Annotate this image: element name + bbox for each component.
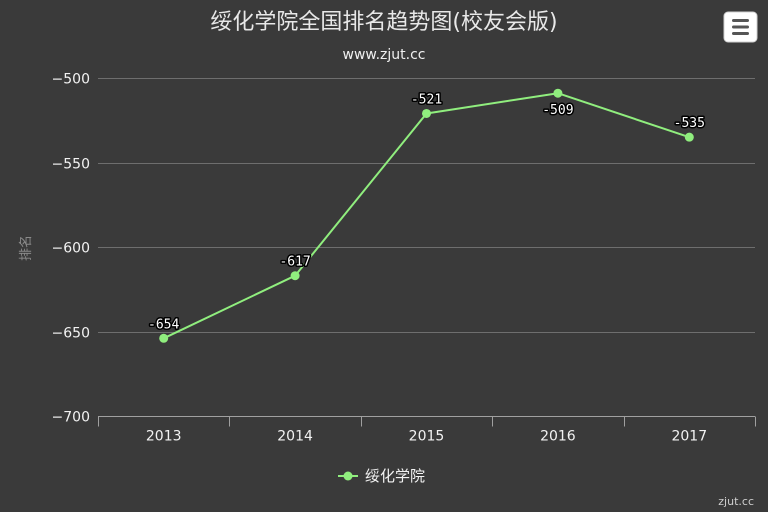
legend-marker-symbol: [343, 471, 353, 481]
legend-item[interactable]: 绥化学院: [338, 467, 425, 485]
y-tick-label: −550: [52, 157, 90, 173]
x-tick-label: 2015: [409, 429, 445, 445]
chart-title: 绥化学院全国排名趋势图(校友会版): [210, 10, 557, 35]
x-tick-label: 2016: [540, 429, 576, 445]
x-axis: 2013 2014 2015 2016 2017: [98, 416, 756, 445]
x-tick-label: 2017: [671, 429, 707, 445]
data-label: -654: [148, 317, 179, 332]
x-tick-label: 2013: [146, 429, 182, 445]
data-label: -617: [279, 255, 310, 270]
legend-label: 绥化学院: [365, 467, 425, 485]
data-point[interactable]: [684, 132, 694, 142]
y-tick-label: −650: [52, 326, 90, 342]
data-labels: -654 -617 -521 -509 -535: [147, 91, 707, 334]
data-label: -509: [542, 103, 573, 118]
y-axis-title: 排名: [18, 235, 34, 261]
x-tick-label: 2014: [277, 429, 313, 445]
data-point[interactable]: [422, 108, 431, 118]
y-tick-label: −500: [52, 72, 90, 88]
chart-credit[interactable]: zjut.cc: [718, 495, 754, 508]
data-label: -535: [674, 116, 705, 131]
hamburger-menu-icon: [732, 19, 749, 35]
y-axis-labels: −500 −550 −600 −650 −700: [52, 72, 90, 426]
data-point[interactable]: [159, 333, 169, 343]
chart-menu-button[interactable]: [723, 11, 758, 43]
y-tick-label: −700: [52, 410, 90, 426]
series-line-group: [159, 88, 694, 343]
data-label: -521: [411, 92, 442, 107]
data-point[interactable]: [290, 271, 300, 281]
chart-subtitle: www.zjut.cc: [343, 47, 426, 63]
grid-lines: [98, 78, 755, 333]
y-tick-label: −600: [52, 241, 90, 257]
data-point[interactable]: [553, 88, 563, 98]
